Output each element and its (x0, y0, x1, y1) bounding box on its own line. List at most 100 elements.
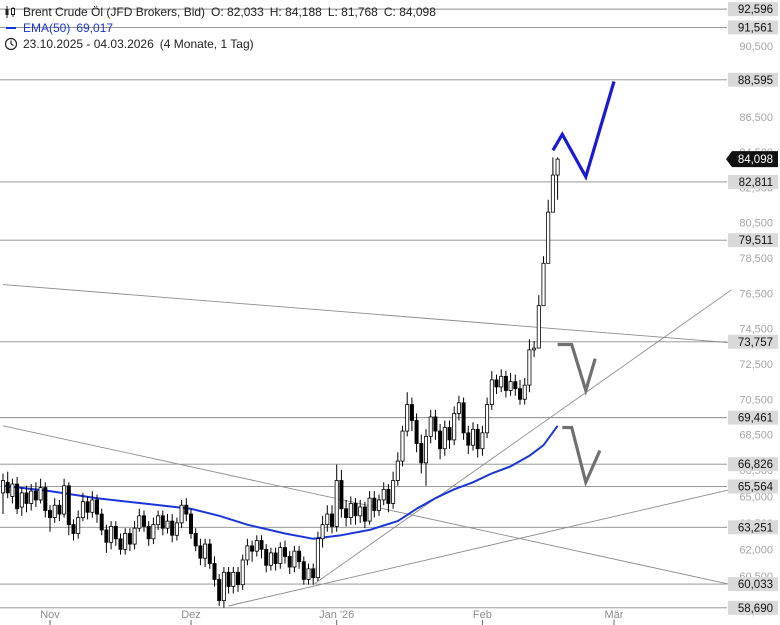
candle-down (66, 485, 71, 526)
y-tick-label: 76,500 (739, 288, 773, 300)
candle-down (226, 571, 231, 587)
candle-down (95, 499, 100, 515)
ema-value: 69,017 (76, 21, 114, 35)
candle-down (297, 550, 302, 563)
projection-down-path (562, 425, 602, 488)
candle-down (48, 510, 53, 518)
candle-up (19, 492, 24, 508)
candle-up (179, 504, 184, 524)
candle-up (174, 522, 179, 536)
candle-down (104, 529, 109, 543)
projection-up-path (551, 81, 616, 181)
candlesticks (0, 157, 560, 608)
candle-down (372, 497, 377, 511)
trendlines (2, 284, 732, 607)
clock-icon (4, 37, 18, 51)
candle-down (71, 524, 76, 534)
candle-up (123, 533, 128, 550)
y-tick-label: 72,500 (739, 359, 773, 371)
candle-down (466, 432, 471, 446)
price-level-box (728, 457, 778, 472)
candle-up (527, 349, 532, 386)
candle-down (15, 483, 20, 510)
trendline (312, 289, 732, 586)
candle-up (546, 211, 551, 264)
candle-down (503, 375, 508, 391)
price-level-box (728, 20, 778, 35)
price-level-box (728, 520, 778, 535)
ohlc-close: C: 84,098 (383, 5, 436, 19)
candle-down (433, 416, 438, 432)
candle-down (362, 506, 367, 522)
candle-up (52, 504, 57, 518)
candle-down (217, 578, 222, 601)
candle-down (344, 508, 349, 518)
current-price-label: 84,098 (738, 154, 773, 166)
candle-up (76, 517, 81, 534)
chart-legend: Brent Crude Öl (JFD Brokers, Bid) O: 82,… (4, 4, 436, 52)
price-level-label: 91,561 (738, 22, 773, 34)
candle-up (315, 538, 320, 579)
candle-down (113, 526, 118, 540)
candle-up (376, 499, 381, 511)
candle-up (268, 552, 273, 566)
y-tick-label: 90,500 (739, 41, 773, 53)
candle-down (57, 504, 62, 515)
candle-down (188, 513, 193, 534)
y-tick-label: 62,000 (739, 544, 773, 556)
candle-down (146, 526, 151, 540)
x-axis: Nov Dez Jan '26 Feb Mär (40, 609, 624, 625)
y-tick-label: 65,000 (739, 491, 773, 503)
candle-down (24, 492, 29, 504)
x-tick-label: Jan '26 (319, 609, 354, 621)
candle-down (282, 547, 287, 557)
candle-down (207, 543, 212, 564)
candle-up (400, 430, 405, 462)
trendline (2, 425, 732, 586)
candle-down (494, 379, 499, 388)
candle-down (353, 503, 358, 517)
candle-up (80, 501, 85, 518)
price-level-box (728, 72, 778, 87)
candle-up (508, 381, 513, 391)
price-level-box (728, 2, 778, 17)
candle-down (184, 504, 189, 515)
ema-label: EMA(50) (23, 21, 71, 35)
candle-up (480, 432, 485, 450)
x-tick-label: Mär (605, 609, 624, 621)
candle-up (278, 547, 283, 564)
candle-down (339, 480, 344, 510)
candle-down (33, 490, 38, 501)
candle-down (329, 513, 334, 527)
trendline (228, 488, 732, 607)
candle-up (541, 262, 546, 307)
y-tick-label: 74,500 (739, 324, 773, 336)
projection-down-path (557, 342, 597, 397)
candle-up (132, 527, 137, 545)
candle-up (38, 487, 43, 501)
candle-down (259, 540, 264, 550)
candle-down (250, 545, 255, 552)
candle-up (292, 550, 297, 568)
y-tick-label: 68,500 (739, 430, 773, 442)
x-tick-label: Dez (181, 609, 201, 621)
candle-up (245, 545, 250, 561)
candle-down (5, 481, 10, 494)
price-level-label: 82,811 (739, 177, 773, 189)
price-level-box (728, 479, 778, 494)
legend-ohlc-row: Brent Crude Öl (JFD Brokers, Bid) O: 82,… (4, 4, 436, 20)
ohlc-low: L: 81,768 (327, 5, 378, 19)
candle-down (287, 556, 292, 568)
candle-down (198, 545, 203, 559)
candle-up (29, 490, 34, 504)
ema-50-line (2, 425, 559, 540)
ema-line-icon (6, 27, 16, 29)
candle-up (231, 571, 236, 587)
ohlc-high: H: 84,188 (269, 5, 322, 19)
candlestick-icon (5, 6, 15, 18)
candle-up (395, 460, 400, 481)
candle-down (273, 552, 278, 564)
y-tick-label: 70,500 (739, 394, 773, 406)
candle-up (358, 506, 363, 517)
